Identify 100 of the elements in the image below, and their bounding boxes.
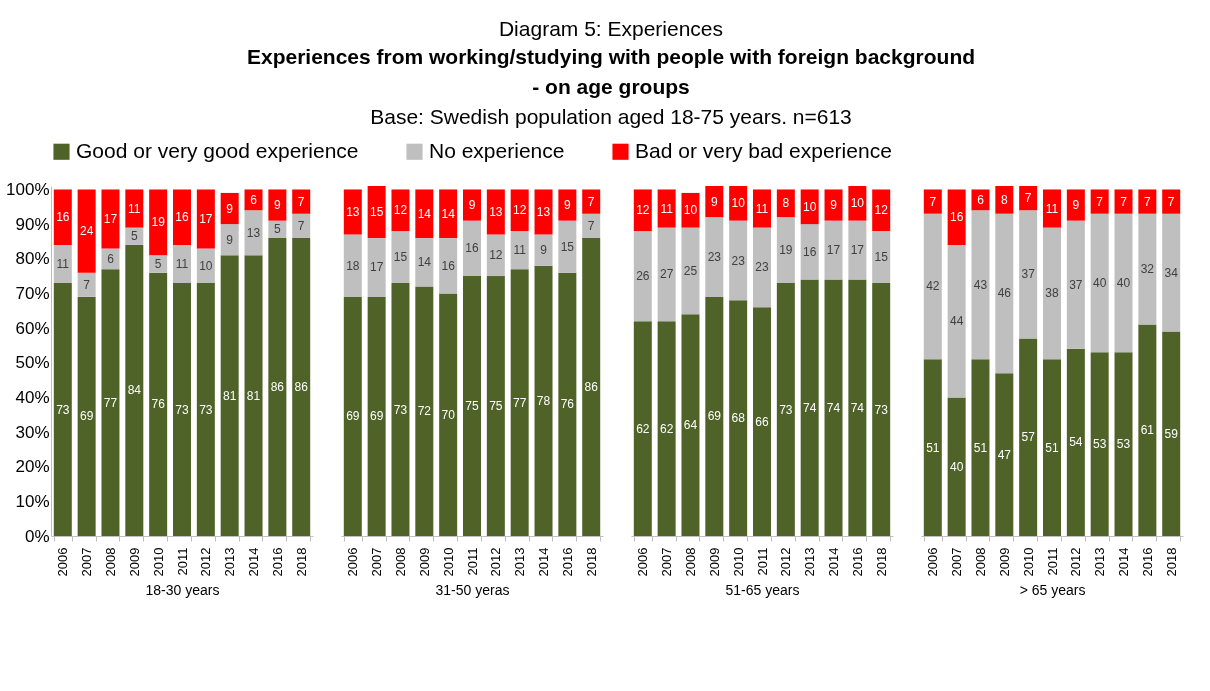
y-tick-label: 0%: [24, 526, 50, 546]
x-tick-label: 2008: [682, 547, 698, 577]
x-tick-label: 2014: [246, 547, 262, 577]
bar: [196, 189, 215, 249]
bar: [391, 189, 410, 232]
bar: [633, 231, 652, 322]
data-label: 75: [465, 399, 479, 414]
bar: [510, 231, 529, 270]
y-tick-label: 70%: [15, 283, 50, 303]
data-label: 61: [1140, 423, 1155, 438]
data-label: 16: [803, 244, 817, 259]
x-tick-label: 2010: [150, 547, 166, 577]
bar: [53, 189, 72, 245]
bar: [1114, 213, 1133, 353]
data-label: 57: [1021, 430, 1036, 445]
data-label: 44: [949, 314, 964, 329]
bar: [971, 359, 990, 536]
bar: [268, 237, 287, 536]
data-label: 51: [926, 440, 940, 455]
x-tick-label: 2013: [802, 547, 818, 577]
legend-label: No experience: [429, 138, 565, 162]
data-label: 9: [226, 201, 234, 216]
data-label: 69: [346, 409, 360, 424]
data-label: 7: [297, 194, 305, 209]
data-label: 9: [710, 194, 718, 209]
bar: [125, 244, 144, 536]
data-label: 17: [199, 211, 213, 226]
x-tick-label: 2018: [873, 547, 889, 577]
x-tick-label: 2011: [464, 547, 480, 576]
text: Experiences from working/studying with people with foreign background - on age groups: [246, 45, 976, 98]
x-tick-label: 2006: [55, 547, 71, 577]
bar: [729, 300, 748, 536]
data-label: 37: [1021, 267, 1036, 282]
data-label: 73: [175, 402, 189, 417]
x-tick-label: 2009: [996, 547, 1012, 577]
y-tick-label: 30%: [15, 422, 50, 442]
data-label: 12: [874, 203, 889, 218]
bar: [173, 283, 191, 536]
x-tick-label: 2018: [293, 547, 309, 577]
data-label: 5: [274, 222, 282, 237]
bar: [534, 265, 553, 536]
data-label: 38: [1045, 286, 1059, 301]
data-label: 66: [755, 414, 769, 429]
data-label: 72: [417, 404, 432, 419]
x-tick-label: 2007: [949, 547, 965, 577]
bar: [1043, 189, 1061, 228]
bar: [101, 269, 120, 536]
bar: [1138, 189, 1157, 214]
bar: [753, 227, 771, 308]
data-label: 86: [294, 379, 309, 394]
x-tick-label: 2007: [79, 547, 95, 577]
x-tick-label: 2016: [269, 547, 285, 577]
bar: [196, 283, 215, 536]
bar: [558, 220, 577, 273]
x-axis-title: 31-50 yeras: [435, 582, 510, 599]
data-label: 77: [513, 395, 527, 410]
bar: [367, 186, 386, 238]
data-label: 11: [755, 201, 769, 216]
x-tick-label: 2012: [488, 547, 504, 577]
y-tick-label: 40%: [15, 387, 50, 407]
bar: [268, 189, 287, 221]
data-label: 43: [973, 277, 988, 292]
x-tick-label: 2011: [1044, 547, 1060, 576]
data-label: 7: [1167, 194, 1175, 209]
data-label: 68: [731, 411, 746, 426]
data-label: 6: [977, 192, 985, 207]
x-tick-label: 2014: [826, 547, 842, 577]
data-label: 7: [1024, 191, 1032, 206]
data-label: 7: [929, 194, 937, 209]
data-label: 13: [536, 204, 551, 219]
bar: [343, 296, 362, 536]
data-label: 19: [151, 215, 166, 230]
data-label: 5: [130, 229, 138, 244]
data-label: 86: [584, 379, 599, 394]
x-tick-label: 2018: [1163, 547, 1179, 577]
data-label: 23: [707, 250, 722, 265]
x-tick-label: 2011: [174, 547, 190, 576]
x-axis-title: > 65 years: [1019, 582, 1086, 599]
x-tick-label: 2014: [536, 547, 552, 577]
bar: [292, 189, 311, 214]
bar: [292, 237, 311, 536]
x-tick-label: 2010: [730, 547, 746, 577]
data-label: 40: [1116, 276, 1131, 291]
bar: [534, 189, 553, 235]
x-tick-label: 2013: [1092, 547, 1108, 577]
data-label: 62: [659, 421, 674, 436]
bar: [800, 189, 819, 225]
data-label: 78: [536, 393, 551, 408]
bar: [1162, 189, 1181, 214]
bar: [1043, 227, 1061, 360]
bar: [1019, 338, 1038, 536]
bar: [1090, 352, 1109, 536]
data-label: 19: [779, 243, 793, 258]
bar: [534, 234, 553, 266]
data-label: 25: [683, 263, 698, 278]
data-label: 6: [250, 192, 258, 207]
bar: [149, 255, 168, 273]
data-label: 7: [297, 218, 305, 233]
x-tick-label: 2008: [102, 547, 118, 577]
y-tick-label: 20%: [15, 457, 50, 477]
